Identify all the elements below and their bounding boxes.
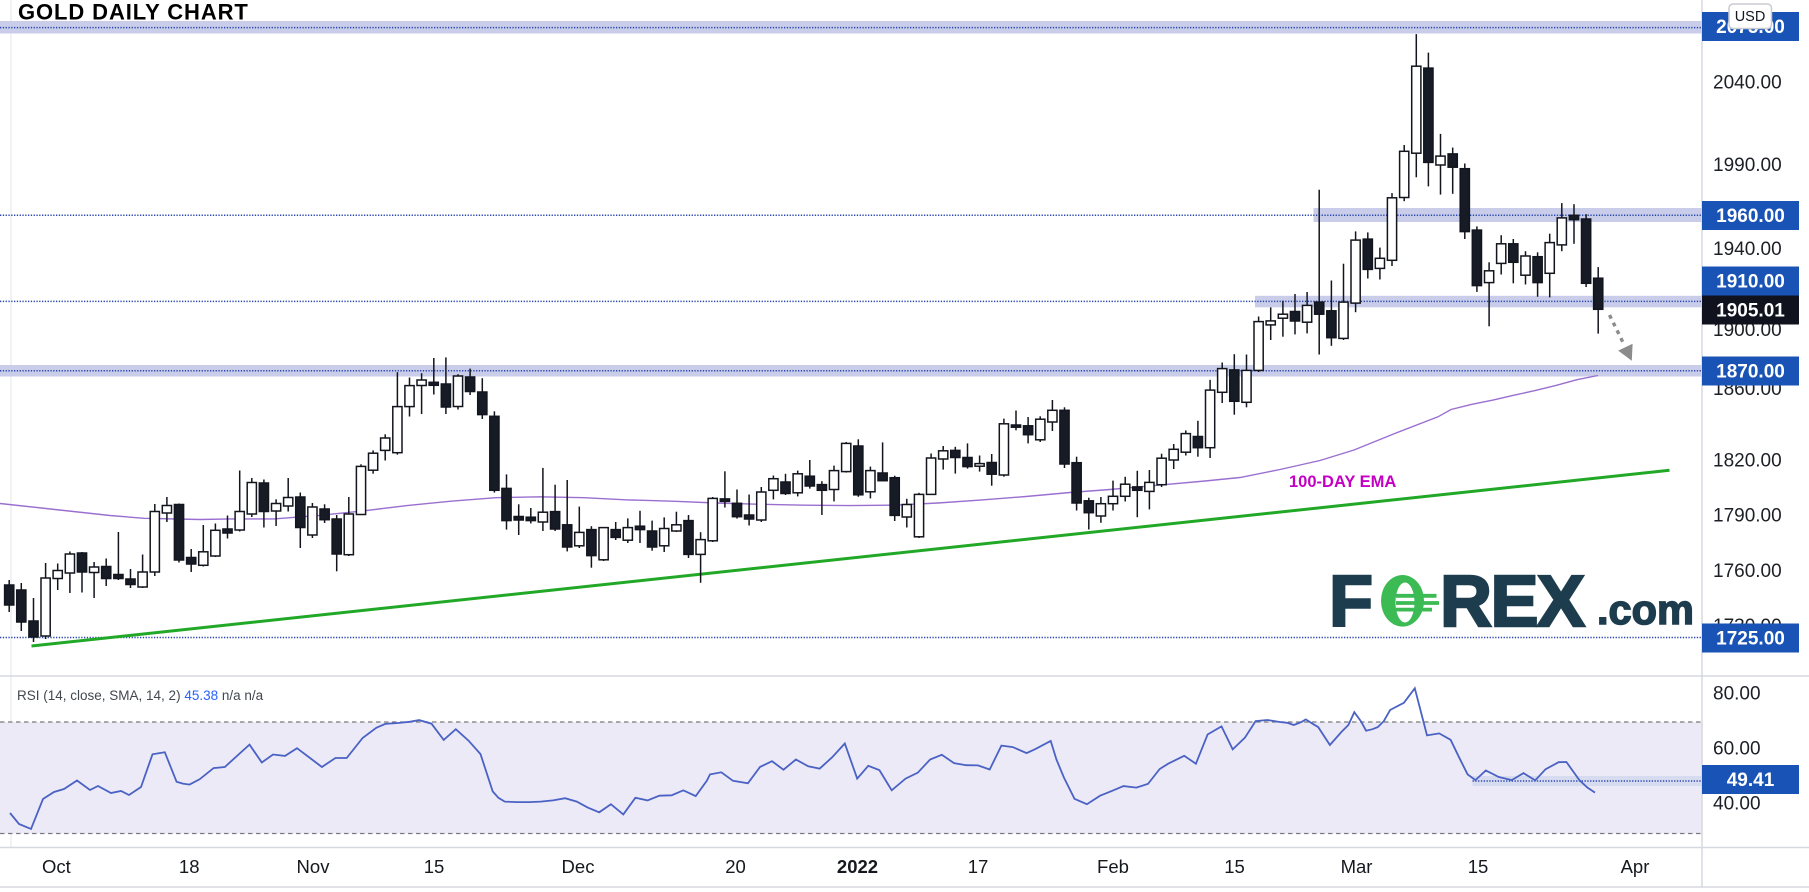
svg-text:1910.00: 1910.00 [1716, 272, 1785, 293]
svg-text:1725.00: 1725.00 [1716, 629, 1785, 650]
svg-text:Dec: Dec [562, 856, 595, 877]
svg-text:60.00: 60.00 [1713, 739, 1761, 760]
svg-text:100-DAY EMA: 100-DAY EMA [1289, 473, 1396, 491]
svg-text:17: 17 [968, 856, 989, 877]
svg-text:20: 20 [725, 856, 746, 877]
svg-text:RSI (14, close, SMA, 14, 2) 45: RSI (14, close, SMA, 14, 2) 45.38 n/a n/… [17, 688, 264, 703]
svg-text:2040.00: 2040.00 [1713, 73, 1782, 94]
svg-text:15: 15 [1224, 856, 1245, 877]
svg-text:Feb: Feb [1097, 856, 1129, 877]
svg-text:REX: REX [1440, 562, 1585, 642]
svg-text:Oct: Oct [42, 856, 71, 877]
svg-text:Apr: Apr [1621, 856, 1650, 877]
svg-text:1960.00: 1960.00 [1716, 206, 1785, 227]
svg-text:2022: 2022 [837, 856, 878, 877]
svg-text:1900.00: 1900.00 [1713, 320, 1782, 341]
svg-text:40.00: 40.00 [1713, 794, 1761, 815]
svg-text:1760.00: 1760.00 [1713, 561, 1782, 582]
svg-text:USD: USD [1735, 9, 1766, 25]
svg-text:15: 15 [424, 856, 445, 877]
svg-text:18: 18 [179, 856, 200, 877]
svg-text:Nov: Nov [297, 856, 331, 877]
svg-text:1940.00: 1940.00 [1713, 239, 1782, 260]
svg-text:F: F [1329, 562, 1373, 642]
svg-text:GOLD DAILY CHART: GOLD DAILY CHART [18, 0, 249, 25]
svg-text:1820.00: 1820.00 [1713, 451, 1782, 472]
svg-text:1790.00: 1790.00 [1713, 506, 1782, 527]
svg-text:15: 15 [1468, 856, 1489, 877]
svg-text:.com: .com [1597, 586, 1694, 633]
svg-text:80.00: 80.00 [1713, 684, 1761, 705]
svg-text:1870.00: 1870.00 [1716, 362, 1785, 383]
svg-text:1905.01: 1905.01 [1716, 301, 1785, 322]
svg-text:Mar: Mar [1341, 856, 1373, 877]
svg-text:1990.00: 1990.00 [1713, 155, 1782, 176]
svg-text:49.41: 49.41 [1727, 770, 1775, 791]
